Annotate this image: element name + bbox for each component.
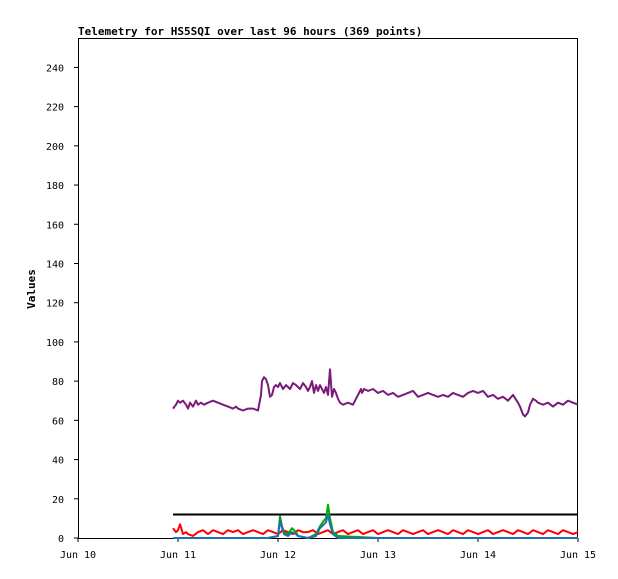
y-tick-label: 0 bbox=[58, 534, 64, 545]
plot-frame bbox=[78, 38, 578, 539]
x-axis: Jun 10 Jun 11 Jun 12 Jun 13 Jun 14 Jun 15 bbox=[60, 538, 596, 561]
y-tick-label: 240 bbox=[46, 63, 64, 74]
x-tick-label: Jun 11 bbox=[160, 550, 196, 561]
y-tick-label: 40 bbox=[52, 456, 64, 467]
chart-title: Telemetry for HS5SQI over last 96 hours … bbox=[78, 25, 422, 38]
series-line-2 bbox=[172, 523, 579, 537]
series-line-4 bbox=[173, 513, 578, 539]
series-layer bbox=[172, 368, 579, 539]
x-tick-label: Jun 14 bbox=[460, 550, 496, 561]
x-tick-label: Jun 15 bbox=[560, 550, 596, 561]
y-axis-label: Values bbox=[25, 269, 38, 309]
y-axis: 0 20 40 60 80 100 120 140 160 180 200 220 240 bbox=[46, 63, 78, 545]
y-tick-label: 100 bbox=[46, 338, 64, 349]
y-tick-label: 80 bbox=[52, 377, 64, 388]
y-tick-label: 160 bbox=[46, 220, 64, 231]
y-tick-label: 200 bbox=[46, 142, 64, 153]
y-tick-label: 60 bbox=[52, 416, 64, 427]
x-tick-label: Jun 10 bbox=[60, 550, 96, 561]
y-tick-label: 20 bbox=[52, 495, 64, 506]
y-tick-label: 120 bbox=[46, 299, 64, 310]
y-tick-label: 220 bbox=[46, 103, 64, 114]
x-tick-label: Jun 12 bbox=[260, 550, 296, 561]
y-tick-label: 180 bbox=[46, 181, 64, 192]
series-line-0 bbox=[172, 368, 579, 418]
x-tick-label: Jun 13 bbox=[360, 550, 396, 561]
y-tick-label: 140 bbox=[46, 259, 64, 270]
